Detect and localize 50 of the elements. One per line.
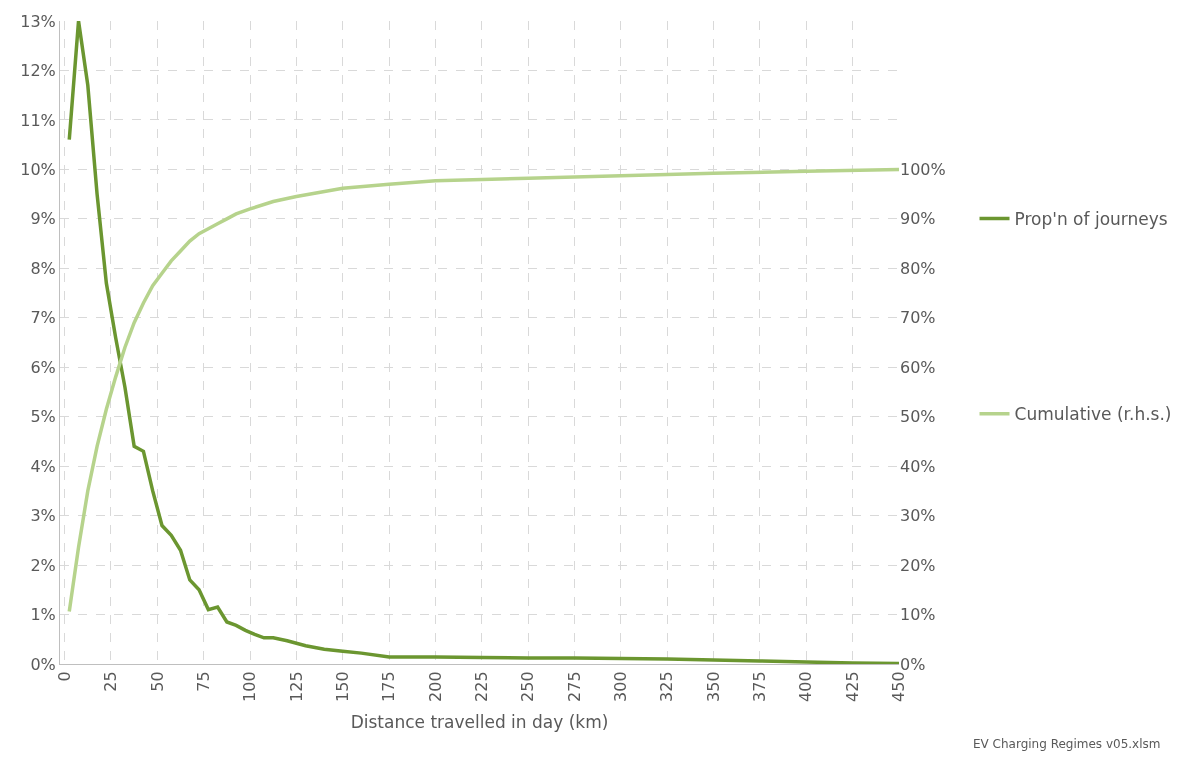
x-tick-label: 425	[842, 671, 862, 702]
y-tick-label: 12%	[20, 61, 56, 81]
x-tick-label: 275	[564, 671, 584, 702]
x-tick-label: 375	[750, 671, 770, 702]
x-tick-label: 100	[240, 671, 260, 702]
y-tick-label: 3%	[30, 506, 56, 526]
text: EV Charging Regimes v05.xlsm	[973, 737, 1161, 751]
y-tick-label: 13%	[20, 11, 56, 31]
x-tick-label: 125	[286, 671, 306, 702]
x-tick-label: 225	[472, 671, 492, 702]
legend-label: Cumulative (r.h.s.)	[1014, 404, 1172, 425]
y2-tick-label: 90%	[900, 209, 936, 229]
y-tick-label: 0%	[30, 654, 56, 674]
y2-tick-label: 50%	[900, 407, 936, 427]
x-axis-title: Distance travelled in day (km)	[350, 712, 609, 733]
y2-tick-label: 100%	[900, 159, 946, 179]
y-tick-label: 4%	[30, 456, 56, 476]
y2-tick-label: 20%	[900, 555, 936, 575]
x-tick-label: 450	[889, 671, 909, 702]
line-series	[67, 167, 899, 614]
y2-tick-label: 30%	[900, 506, 936, 526]
y2-tick-label: 0%	[900, 654, 926, 674]
y-tick-label: 9%	[30, 209, 56, 229]
y2-tick-label: 60%	[900, 357, 936, 377]
y-tick-label: 2%	[30, 555, 56, 575]
y-tick-label: 7%	[30, 308, 56, 328]
y2-tick-label: 70%	[900, 308, 936, 328]
x-tick-label: 300	[611, 671, 631, 702]
x-tick-label: 200	[425, 671, 445, 702]
x-tick-label: 250	[518, 671, 538, 702]
x-tick-label: 75	[193, 671, 213, 692]
legend-label: Prop'n of journeys	[1014, 209, 1168, 230]
x-tick-label: 50	[147, 671, 167, 692]
x-tick-label: 0	[54, 671, 74, 682]
y2-tick-label: 40%	[900, 456, 936, 476]
y-tick-label: 8%	[30, 258, 56, 278]
y-tick-label: 11%	[20, 110, 56, 130]
y2-tick-label: 10%	[900, 605, 936, 625]
line-series	[67, 21, 899, 664]
y-tick-label: 5%	[30, 407, 56, 427]
x-tick-label: 350	[703, 671, 723, 702]
y2-tick-label: 80%	[900, 258, 936, 278]
x-tick-label: 150	[332, 671, 352, 702]
y-tick-label: 6%	[30, 357, 56, 377]
x-tick-label: 400	[796, 671, 816, 702]
x-tick-label: 325	[657, 671, 677, 702]
y-tick-label: 1%	[30, 605, 56, 625]
x-tick-label: 175	[379, 671, 399, 702]
x-tick-label: 25	[101, 671, 121, 692]
y-tick-label: 10%	[20, 159, 56, 179]
